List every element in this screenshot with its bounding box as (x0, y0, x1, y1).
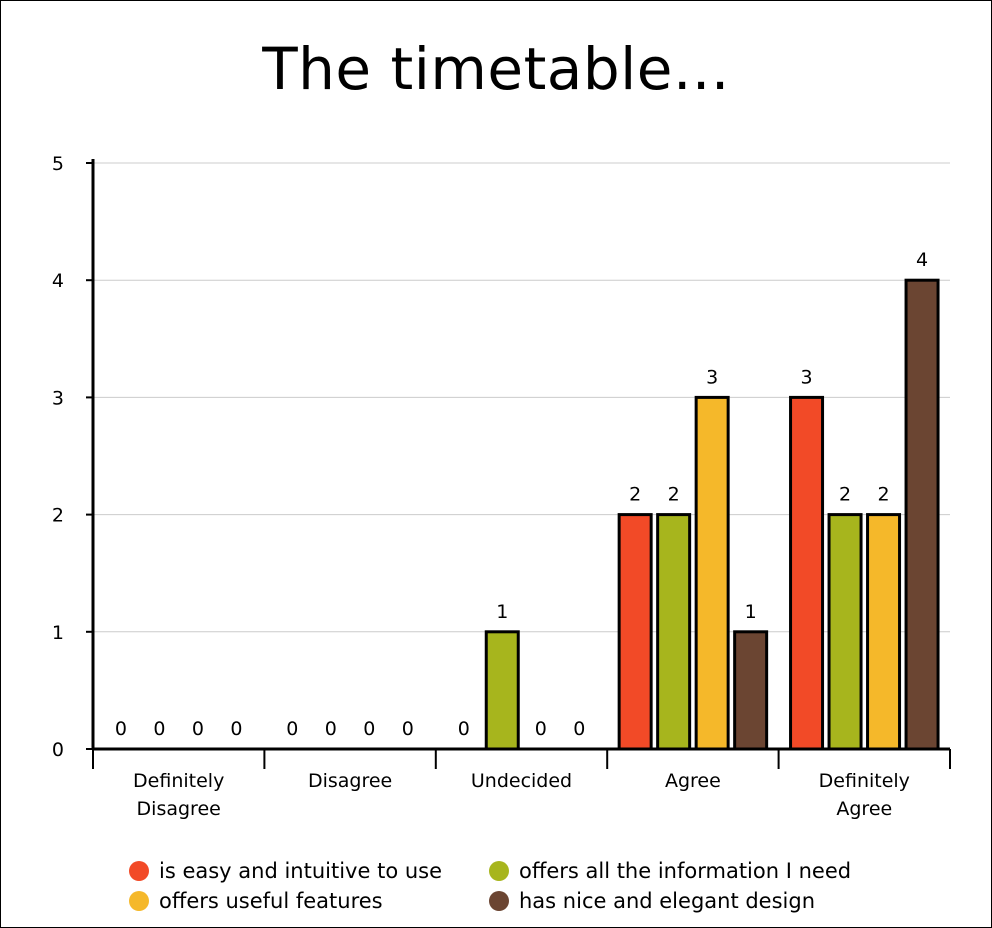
data-label: 0 (458, 718, 470, 740)
data-label: 0 (363, 718, 375, 740)
legend: is easy and intuitive to use offers all t… (129, 859, 909, 913)
x-tick-label: Definitely (133, 770, 224, 792)
x-tick-label: Disagree (137, 798, 221, 820)
legend-swatch (489, 861, 509, 881)
x-tick-label: Disagree (308, 770, 392, 792)
data-label: 0 (115, 718, 127, 740)
y-tick-label: 5 (52, 153, 64, 175)
y-tick-label: 3 (52, 387, 64, 409)
x-tick-label: Agree (836, 798, 892, 820)
x-tick-label: Definitely (819, 770, 910, 792)
bar (484, 630, 520, 751)
data-label: 0 (573, 718, 585, 740)
y-tick-label: 1 (52, 622, 64, 644)
legend-label: offers all the information I need (519, 859, 852, 883)
data-label: 2 (839, 484, 851, 506)
data-label: 0 (230, 718, 242, 740)
data-label: 0 (535, 718, 547, 740)
x-tick-label: Undecided (471, 770, 572, 792)
bar (789, 395, 825, 751)
legend-label: has nice and elegant design (519, 889, 816, 913)
bar (694, 395, 730, 751)
data-label: 1 (745, 601, 757, 623)
bar (733, 630, 769, 751)
bar (904, 278, 940, 751)
bar (866, 513, 902, 751)
bar (617, 513, 653, 751)
legend-swatch (129, 891, 149, 911)
chart-title: The timetable... (262, 35, 730, 103)
y-tick-label: 2 (52, 505, 64, 527)
data-label: 4 (916, 249, 928, 271)
data-label: 2 (629, 484, 641, 506)
y-tick-label: 0 (52, 739, 64, 761)
data-label: 0 (153, 718, 165, 740)
data-label: 0 (286, 718, 298, 740)
legend-item: has nice and elegant design (489, 889, 909, 913)
legend-item: offers useful features (129, 889, 489, 913)
legend-label: offers useful features (159, 889, 383, 913)
data-label: 0 (325, 718, 337, 740)
data-label: 1 (496, 601, 508, 623)
legend-item: offers all the information I need (489, 859, 909, 883)
bar (827, 513, 863, 751)
legend-swatch (489, 891, 509, 911)
data-label: 0 (192, 718, 204, 740)
data-label: 0 (402, 718, 414, 740)
bar (656, 513, 692, 751)
y-tick-label: 4 (52, 270, 64, 292)
data-label: 2 (668, 484, 680, 506)
data-label: 2 (878, 484, 890, 506)
legend-swatch (129, 861, 149, 881)
x-tick-label: Agree (665, 770, 721, 792)
legend-item: is easy and intuitive to use (129, 859, 489, 883)
data-label: 3 (706, 366, 718, 388)
legend-label: is easy and intuitive to use (159, 859, 443, 883)
data-label: 3 (801, 366, 813, 388)
